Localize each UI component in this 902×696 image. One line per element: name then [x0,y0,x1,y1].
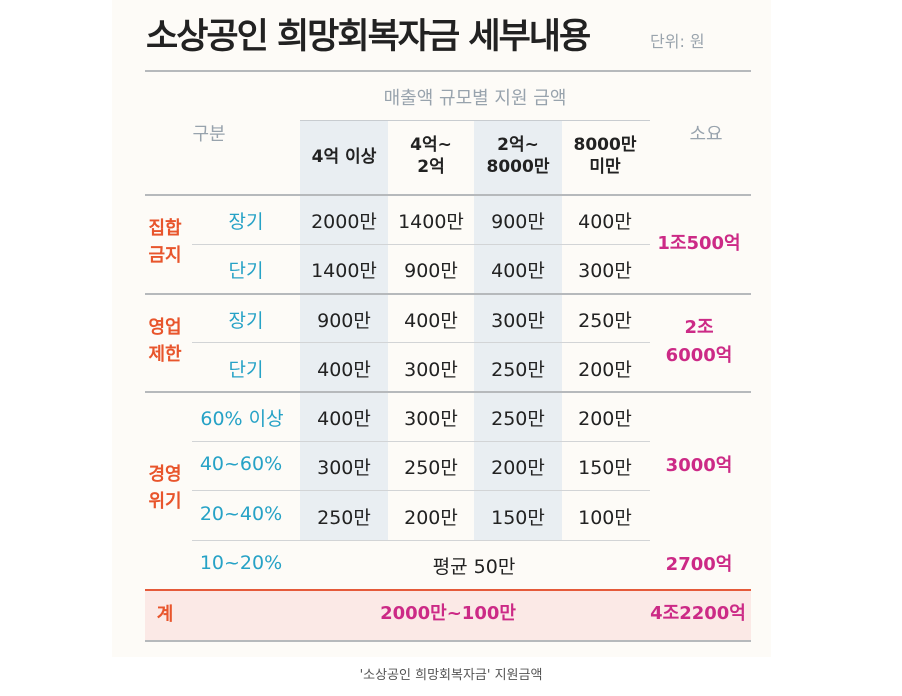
table-cell: 250만 [317,507,371,529]
rule-subheader [300,120,650,121]
table-cell: 300만 [491,310,545,332]
table-cell: 900만 [317,310,371,332]
rule-top [145,70,751,72]
table-cell: 100만 [578,507,632,529]
column-header: 4억 이상 [311,147,377,167]
row-label: 장기 [228,310,264,332]
table-cell: 300만 [404,359,458,381]
table-cell: 1400만 [398,211,464,233]
rule-row [192,244,650,245]
rule-header-bottom [145,194,751,196]
group-cost: 1조500억 [657,233,741,254]
row-label: 단기 [228,359,264,381]
table-cell: 300만 [317,457,371,479]
table-cell: 평균 50만 [432,556,516,578]
group-header: 매출액 규모별 지원 금액 [383,88,567,109]
column-shade-1 [300,120,388,540]
column-header: 8000만 미만 [573,135,637,177]
rule-bottom [145,640,751,642]
table-cell: 250만 [578,310,632,332]
total-row-background [145,590,751,640]
table-cell: 200만 [578,359,632,381]
info-card: 소상공인 희망회복자금 세부내용 단위: 원 매출액 규모별 지원 금액 구분 … [112,0,771,657]
group-name: 경영 위기 [148,464,182,512]
group-cost: 2조 6000억 [665,317,733,366]
row-label: 60% 이상 [200,408,284,430]
rule-row [192,342,650,343]
total-label: 계 [156,604,174,625]
group-name: 집합 금지 [148,218,182,266]
table-cell: 900만 [404,260,458,282]
group-cost: 2700억 [665,554,733,575]
page-title: 소상공인 희망회복자금 세부내용 [146,17,591,57]
table-cell: 150만 [491,507,545,529]
table-cell: 250만 [491,359,545,381]
table-cell: 400만 [317,359,371,381]
column-shade-3 [474,120,562,540]
table-cell: 200만 [578,408,632,430]
table-cell: 300만 [578,260,632,282]
total-cost: 4조2200억 [650,603,746,624]
table-cell: 400만 [404,310,458,332]
unit-label: 단위: 원 [650,32,705,51]
table-cell: 400만 [578,211,632,233]
total-range: 2000만~100만 [380,603,516,624]
cost-header: 소요 [689,124,723,145]
rule-row [192,540,650,541]
rule-total-top [145,589,751,591]
category-header: 구분 [192,124,226,145]
table-cell: 1400만 [311,260,377,282]
rule-group-2 [145,391,751,393]
row-label: 20~40% [199,503,283,525]
table-cell: 400만 [317,408,371,430]
table-cell: 250만 [491,408,545,430]
group-cost: 3000억 [665,455,733,476]
table-cell: 250만 [404,457,458,479]
image-caption: '소상공인 희망회복자금' 지원금액 [359,668,543,683]
table-cell: 400만 [491,260,545,282]
row-label: 40~60% [199,453,283,475]
group-name: 영업 제한 [148,317,182,365]
column-header: 4억~ 2억 [410,135,452,177]
table-cell: 2000만 [311,211,377,233]
table-cell: 900만 [491,211,545,233]
rule-row [192,490,650,491]
row-label: 단기 [228,260,264,282]
table-cell: 150만 [578,457,632,479]
column-header: 2억~ 8000만 [486,135,550,177]
table-cell: 300만 [404,408,458,430]
table-cell: 200만 [491,457,545,479]
table-cell: 200만 [404,507,458,529]
row-label: 장기 [228,211,264,233]
row-label: 10~20% [199,552,283,574]
rule-row [192,441,650,442]
rule-group-1 [145,293,751,295]
